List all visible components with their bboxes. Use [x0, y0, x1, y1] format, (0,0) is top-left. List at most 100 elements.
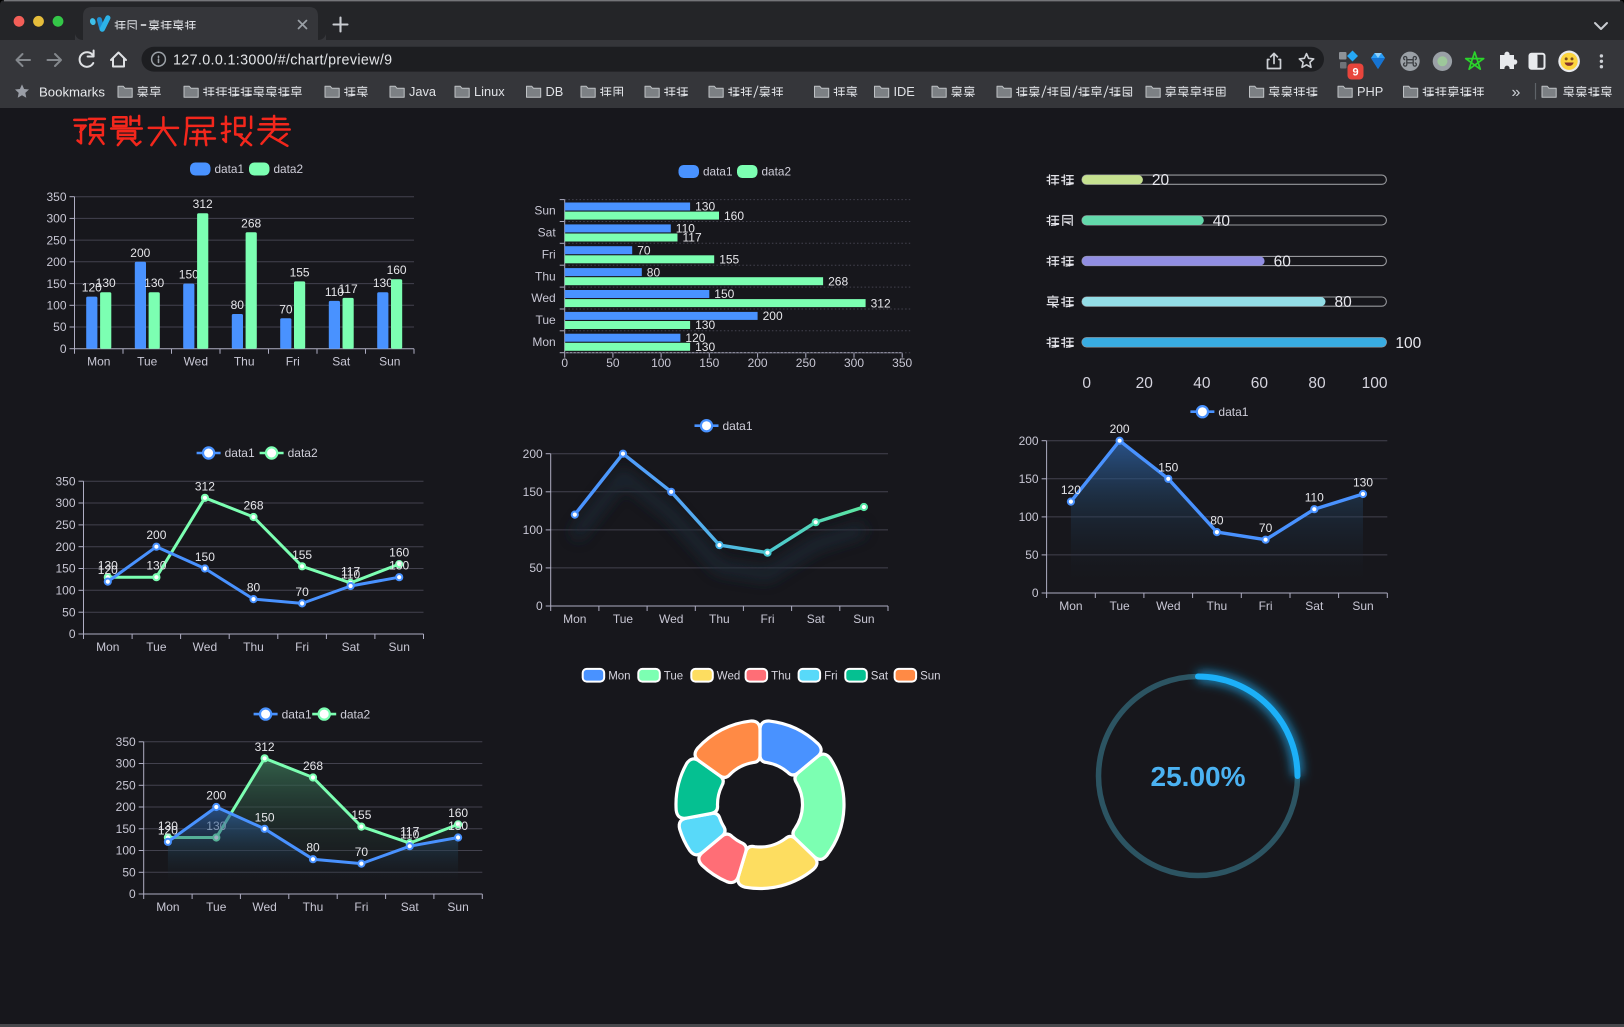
svg-text:80: 80	[647, 265, 661, 279]
svg-text:60: 60	[1274, 254, 1292, 271]
svg-text:130: 130	[158, 819, 178, 833]
svg-text:data1: data1	[723, 419, 753, 433]
svg-text:Sat: Sat	[871, 670, 889, 682]
svg-text:data1: data1	[225, 446, 255, 460]
svg-text:200: 200	[206, 789, 226, 803]
svg-text:155: 155	[292, 548, 312, 562]
svg-text:70: 70	[1259, 521, 1273, 535]
svg-text:117: 117	[339, 282, 358, 296]
svg-text:Fri: Fri	[761, 612, 775, 626]
svg-text:40: 40	[1213, 213, 1231, 230]
svg-text:200: 200	[748, 356, 768, 370]
svg-text:350: 350	[55, 474, 75, 488]
svg-text:70: 70	[355, 845, 369, 859]
svg-text:80: 80	[1308, 375, 1326, 392]
svg-text:100: 100	[1362, 375, 1388, 392]
svg-text:50: 50	[62, 605, 76, 619]
svg-text:130: 130	[695, 200, 715, 214]
svg-text:Fri: Fri	[542, 248, 556, 262]
svg-text:Sun: Sun	[379, 355, 400, 369]
svg-text:150: 150	[699, 356, 719, 370]
svg-text:»: »	[1512, 84, 1521, 101]
svg-text:Fri: Fri	[354, 900, 368, 914]
svg-text:312: 312	[255, 740, 275, 754]
svg-text:20: 20	[1136, 375, 1154, 392]
svg-text:50: 50	[1025, 548, 1039, 562]
svg-text:150: 150	[714, 287, 734, 301]
svg-text:312: 312	[193, 197, 213, 211]
svg-text:80: 80	[1335, 294, 1353, 311]
svg-text:Mon: Mon	[156, 900, 179, 914]
svg-text:150: 150	[179, 268, 199, 282]
svg-text:Sat: Sat	[332, 355, 351, 369]
svg-text:Tue: Tue	[664, 670, 683, 682]
svg-text:130: 130	[373, 276, 393, 290]
svg-text:Sat: Sat	[1305, 599, 1324, 613]
svg-text:130: 130	[1353, 476, 1373, 490]
svg-text:PHP: PHP	[1357, 84, 1383, 99]
svg-text:268: 268	[243, 499, 263, 513]
svg-text:120: 120	[685, 331, 705, 345]
svg-text:350: 350	[892, 356, 912, 370]
svg-text:data2: data2	[340, 707, 370, 721]
svg-text:110: 110	[341, 568, 360, 582]
svg-text:160: 160	[387, 263, 407, 277]
svg-text:130: 130	[96, 276, 116, 290]
svg-text:268: 268	[828, 274, 848, 288]
svg-text:117: 117	[400, 825, 419, 839]
svg-text:160: 160	[724, 209, 744, 223]
svg-text:70: 70	[279, 302, 293, 316]
svg-text:Sun: Sun	[534, 204, 555, 218]
svg-text:data2: data2	[762, 165, 792, 179]
svg-text:130: 130	[389, 559, 409, 573]
svg-text:Mon: Mon	[532, 335, 555, 349]
svg-text:350: 350	[46, 190, 66, 204]
svg-text:130: 130	[146, 559, 166, 573]
svg-text:80: 80	[231, 298, 245, 312]
svg-text:250: 250	[55, 518, 75, 532]
svg-text:0: 0	[129, 887, 136, 901]
svg-text:150: 150	[55, 562, 75, 576]
svg-text:Tue: Tue	[137, 355, 158, 369]
svg-text:data1: data1	[703, 165, 733, 179]
svg-text:70: 70	[637, 243, 651, 257]
svg-text:20: 20	[1152, 172, 1170, 189]
svg-text:Mon: Mon	[87, 355, 110, 369]
svg-text:data1: data1	[282, 707, 312, 721]
svg-text:Thu: Thu	[303, 900, 324, 914]
svg-text:127.0.0.1:3000/#/chart/preview: 127.0.0.1:3000/#/chart/preview/9	[173, 52, 392, 68]
svg-text:Fri: Fri	[1259, 599, 1273, 613]
svg-text:0: 0	[60, 342, 67, 356]
svg-text:Sun: Sun	[447, 900, 468, 914]
svg-text:Wed: Wed	[659, 612, 683, 626]
svg-text:Sun: Sun	[389, 640, 410, 654]
svg-text:25.00%: 25.00%	[1151, 761, 1246, 792]
svg-text:Sun: Sun	[920, 670, 940, 682]
svg-text:200: 200	[146, 528, 166, 542]
svg-text:300: 300	[46, 212, 66, 226]
svg-text:Wed: Wed	[531, 291, 555, 305]
svg-text:110: 110	[1305, 491, 1324, 505]
svg-text:Thu: Thu	[535, 269, 556, 283]
svg-text:Wed: Wed	[184, 355, 208, 369]
svg-text:200: 200	[523, 447, 543, 461]
svg-text:data1: data1	[215, 162, 245, 176]
svg-text:300: 300	[116, 757, 136, 771]
svg-text:DB: DB	[546, 84, 564, 99]
svg-text:117: 117	[341, 564, 360, 578]
svg-text:200: 200	[55, 540, 75, 554]
svg-text:155: 155	[719, 253, 739, 267]
svg-text:Linux: Linux	[474, 84, 505, 99]
svg-text:Fri: Fri	[824, 670, 837, 682]
svg-text:60: 60	[1251, 375, 1269, 392]
svg-text:Thu: Thu	[1207, 599, 1228, 613]
svg-text:100: 100	[116, 844, 136, 858]
svg-text:data2: data2	[274, 162, 304, 176]
svg-text:312: 312	[871, 296, 891, 310]
svg-text:IDE: IDE	[894, 84, 915, 99]
svg-text:160: 160	[389, 546, 409, 560]
svg-text:100: 100	[1019, 510, 1039, 524]
svg-text:0: 0	[561, 356, 568, 370]
svg-text:200: 200	[763, 309, 783, 323]
svg-text:100: 100	[523, 523, 543, 537]
